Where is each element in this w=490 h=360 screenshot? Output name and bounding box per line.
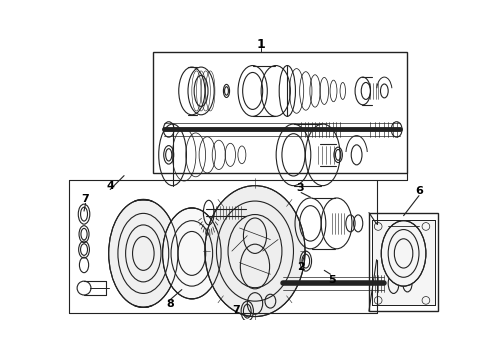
- Bar: [369, 213, 438, 311]
- Bar: [372, 220, 435, 305]
- Text: 7: 7: [82, 194, 90, 204]
- Ellipse shape: [205, 186, 305, 316]
- Text: 2: 2: [297, 261, 305, 271]
- Bar: [153, 53, 408, 172]
- Text: 5: 5: [328, 275, 336, 285]
- Ellipse shape: [381, 221, 426, 286]
- Text: 1: 1: [257, 38, 266, 51]
- Text: 3: 3: [296, 183, 303, 193]
- Text: 7: 7: [232, 305, 240, 315]
- Ellipse shape: [109, 199, 178, 307]
- Bar: [372, 220, 435, 305]
- Text: 6: 6: [415, 186, 423, 196]
- Ellipse shape: [163, 208, 221, 299]
- Text: 4: 4: [106, 181, 114, 191]
- Text: 8: 8: [167, 299, 174, 309]
